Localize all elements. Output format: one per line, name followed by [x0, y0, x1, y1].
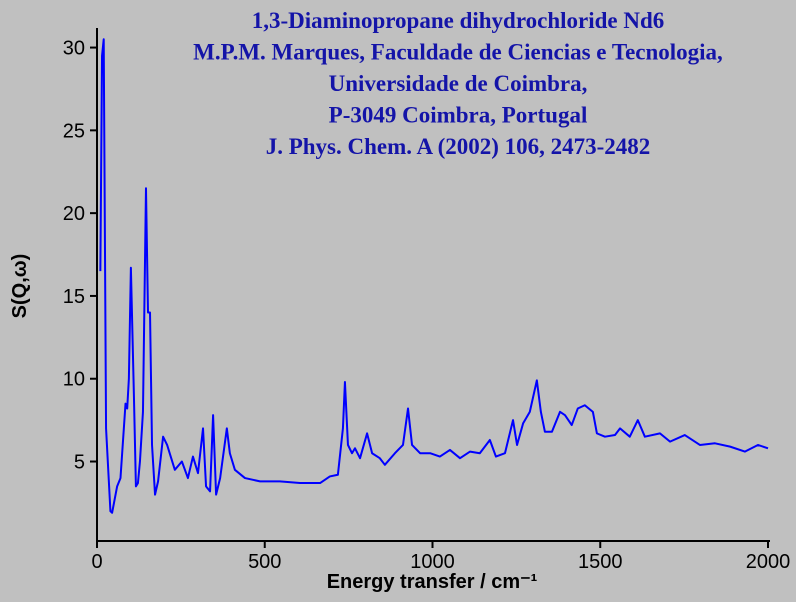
chart-title: Universidade de Coimbra, — [329, 71, 588, 96]
x-tick-label: 1500 — [578, 551, 623, 573]
y-tick-label: 15 — [63, 286, 85, 308]
chart-title: 1,3-Diaminopropane dihydrochloride Nd6 — [252, 8, 665, 33]
data-line — [99, 38, 769, 514]
chart-title: J. Phys. Chem. A (2002) 106, 2473-2482 — [266, 134, 651, 159]
y-tick-label: 10 — [63, 369, 85, 391]
x-tick-label: 1000 — [410, 551, 455, 573]
x-tick-label: 2000 — [746, 551, 791, 573]
chart-title: M.P.M. Marques, Faculdade de Ciencias e … — [193, 40, 723, 65]
y-axis-label: S(Q,ω) — [9, 254, 31, 319]
y-tick-label: 25 — [63, 120, 85, 142]
y-tick-label: 5 — [74, 452, 85, 474]
x-axis-label: Energy transfer / cm⁻¹ — [327, 571, 538, 593]
y-tick-label: 30 — [63, 38, 85, 60]
x-tick-label: 500 — [248, 551, 281, 573]
y-tick-label: 20 — [63, 203, 85, 225]
x-tick-label: 0 — [91, 551, 102, 573]
chart-title: P-3049 Coimbra, Portugal — [329, 103, 588, 128]
